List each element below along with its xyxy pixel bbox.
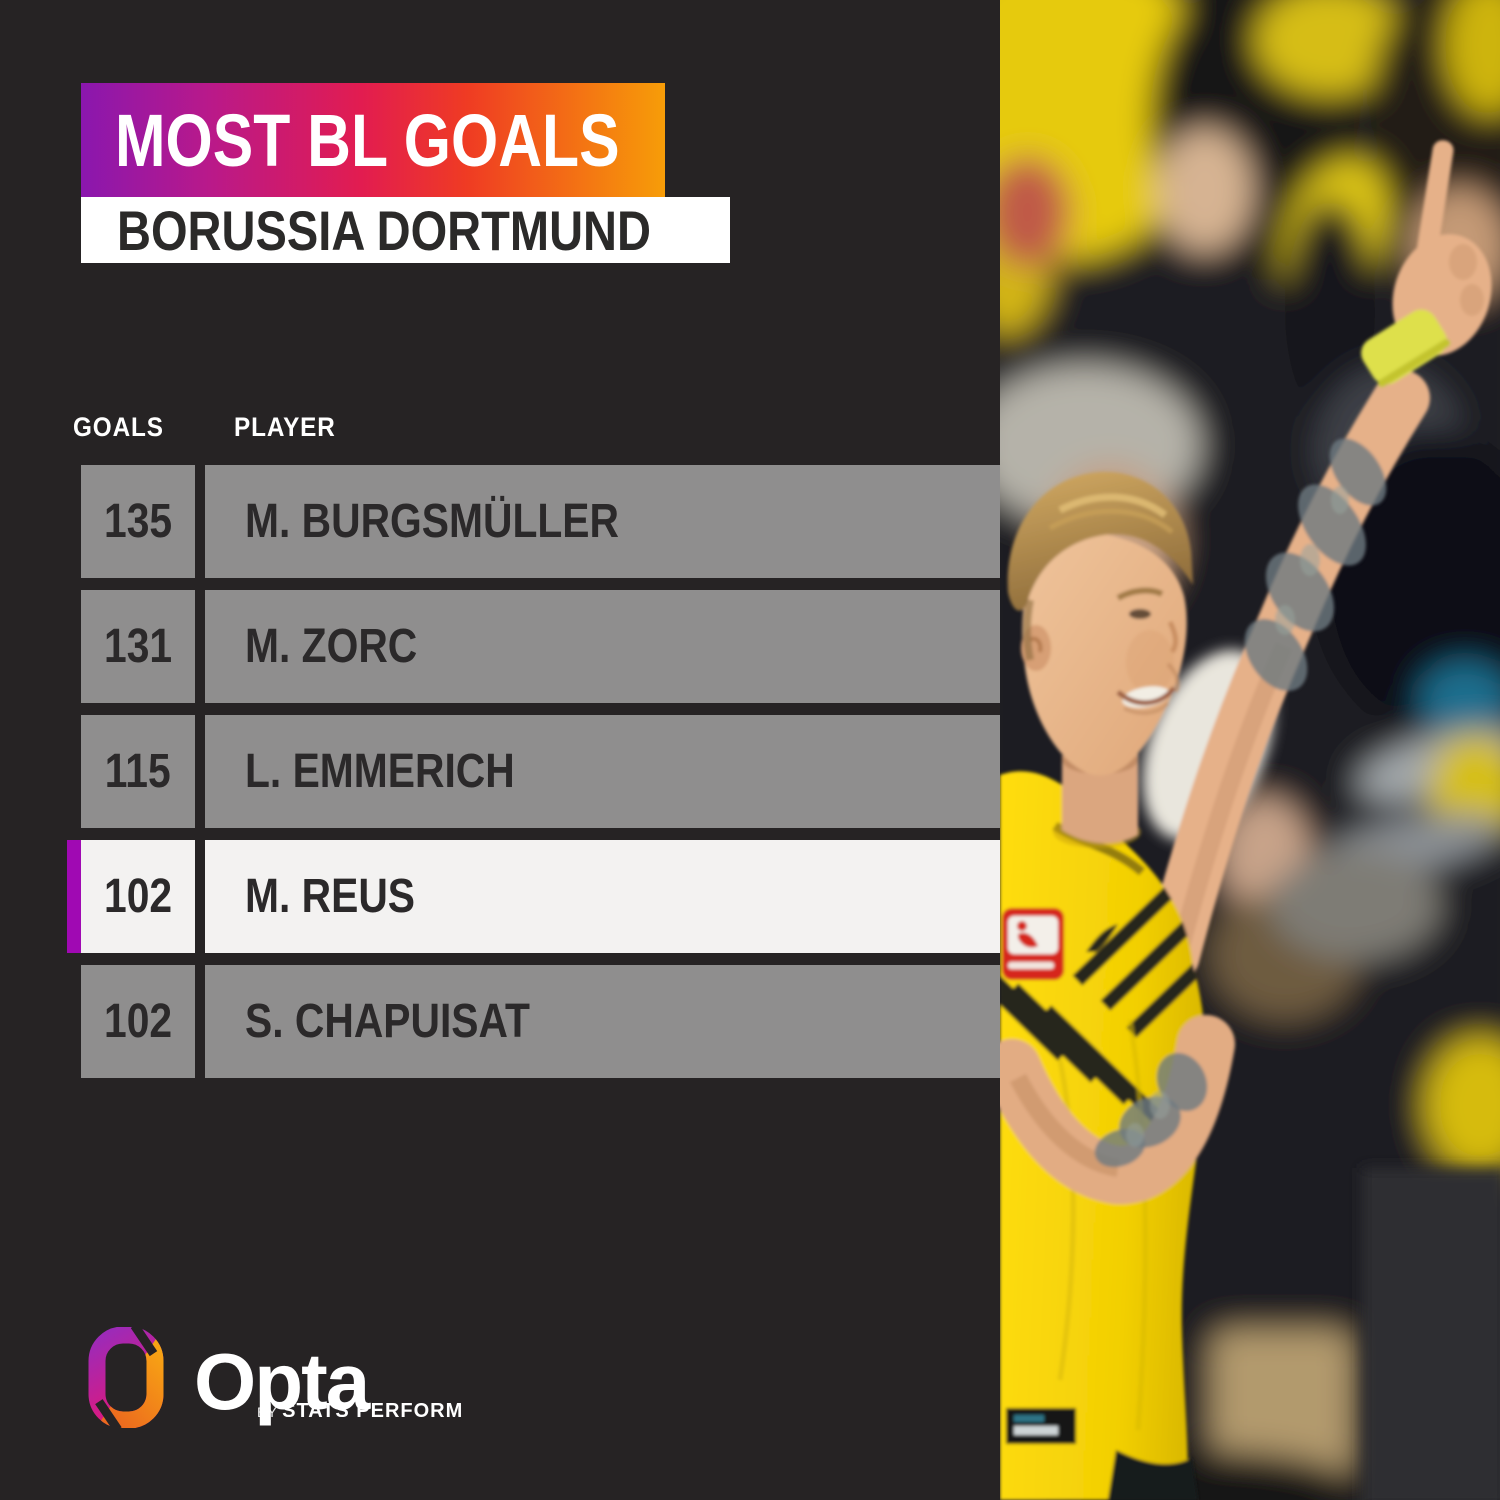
- player-cell: L. EMMERICH: [205, 715, 1000, 828]
- page-title: MOST BL GOALS: [115, 98, 620, 182]
- player-figure: [1000, 140, 1492, 1500]
- player-cell: S. CHAPUISAT: [205, 965, 1000, 1078]
- player-name: M. BURGSMÜLLER: [245, 495, 619, 548]
- goals-value: 115: [105, 745, 171, 798]
- player-photo: [1000, 0, 1500, 1500]
- goals-cell: 115: [81, 715, 195, 828]
- player-cell: M. BURGSMÜLLER: [205, 465, 1000, 578]
- goals-cell: 135: [81, 465, 195, 578]
- subtitle-banner: BORUSSIA DORTMUND: [81, 197, 730, 263]
- crossed-arm: [1000, 1015, 1235, 1205]
- player-head: [1007, 471, 1193, 844]
- goals-cell: 131: [81, 590, 195, 703]
- goals-value: 131: [103, 620, 173, 673]
- goals-value: 102: [103, 870, 173, 923]
- goals-cell-highlighted: 102: [81, 840, 195, 953]
- byline-brand: STATS PERFORM: [282, 1400, 464, 1422]
- player-name: M. REUS: [245, 870, 416, 923]
- goals-cell: 102: [81, 965, 195, 1078]
- raised-arm: [1144, 140, 1492, 983]
- player-name: M. ZORC: [245, 620, 418, 673]
- goals-value: 102: [103, 995, 173, 1048]
- page-subtitle: BORUSSIA DORTMUND: [117, 198, 651, 262]
- opta-byline: BY STATS PERFORM: [257, 1400, 463, 1423]
- column-header-goals: GOALS: [73, 412, 164, 442]
- goals-value: 135: [103, 495, 173, 548]
- byline-by: BY: [257, 1404, 278, 1420]
- player-name: S. CHAPUISAT: [245, 995, 530, 1048]
- player-name: L. EMMERICH: [245, 745, 515, 798]
- puma-logo-icon: [1086, 924, 1118, 952]
- highlight-bar: [67, 840, 82, 953]
- bundesliga-patch-icon: [1002, 908, 1064, 980]
- opta-wordmark: Opta: [194, 1337, 370, 1426]
- column-header-player: PLAYER: [234, 412, 336, 442]
- opta-logo-icon: [88, 1327, 164, 1428]
- title-banner: MOST BL GOALS: [81, 83, 665, 197]
- player-cell-highlighted: M. REUS: [205, 840, 1000, 953]
- hem-tag: [1006, 1408, 1076, 1444]
- player-cell: M. ZORC: [205, 590, 1000, 703]
